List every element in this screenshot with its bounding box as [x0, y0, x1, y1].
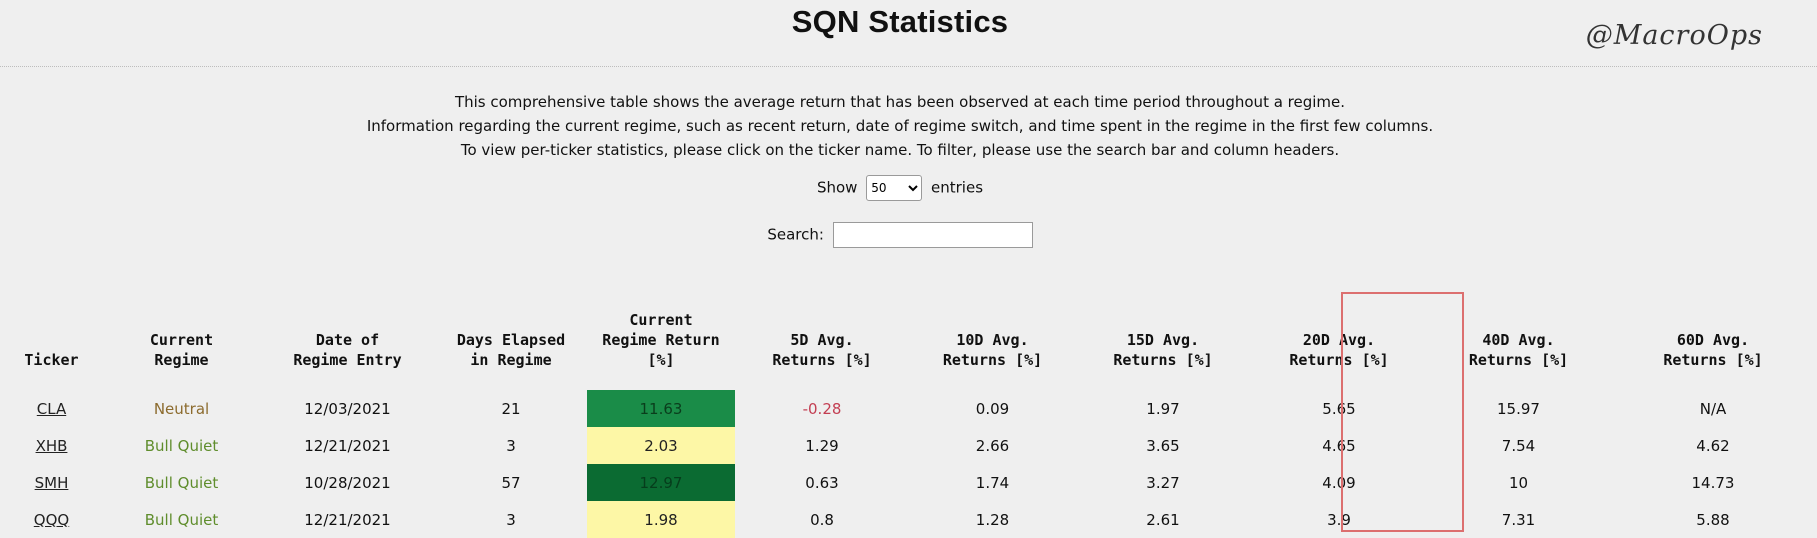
- regime-cell: Neutral: [153, 399, 210, 418]
- regime-cell: Bull Quiet: [144, 510, 219, 529]
- return-60d-cell: 5.88: [1696, 510, 1730, 529]
- table-row: CLA Neutral 12/03/2021 21 11.63 -0.28 0.…: [0, 390, 1817, 427]
- return-20d-cell: 4.65: [1322, 436, 1356, 455]
- column-header-regime-return[interactable]: Current Regime Return [%]: [602, 311, 720, 369]
- return-10d-cell: 0.09: [975, 399, 1010, 418]
- ticker-link[interactable]: QQQ: [33, 510, 70, 529]
- return-10d-cell: 1.28: [975, 510, 1010, 529]
- regime-cell: Bull Quiet: [144, 473, 219, 492]
- ticker-cell: XHB: [0, 427, 103, 464]
- return-15d-cell: 2.61: [1146, 510, 1180, 529]
- column-header-current-regime[interactable]: Current Regime: [149, 331, 214, 369]
- entries-label: entries: [931, 178, 984, 197]
- return-5d-cell: 1.29: [805, 436, 839, 455]
- regime-cell: Bull Quiet: [144, 436, 219, 455]
- page-header: SQN Statistics @MacroOps: [0, 0, 1817, 66]
- column-header-ticker[interactable]: Ticker: [24, 351, 79, 369]
- return-5d-cell: -0.28: [802, 399, 842, 418]
- entries-select[interactable]: 50: [866, 175, 923, 201]
- return-10d-cell: 2.66: [975, 436, 1010, 455]
- column-header-regime-entry-date[interactable]: Date of Regime Entry: [293, 331, 402, 369]
- column-header-60d-returns[interactable]: 60D Avg. Returns [%]: [1663, 331, 1763, 369]
- entry-date-cell: 12/03/2021: [304, 399, 391, 418]
- search-control: Search:: [0, 222, 1800, 248]
- regime-return-cell: 1.98: [587, 501, 735, 538]
- table-row: QQQ Bull Quiet 12/21/2021 3 1.98 0.8 1.2…: [0, 501, 1817, 538]
- description-line: Information regarding the current regime…: [366, 117, 1434, 135]
- search-label: Search:: [767, 225, 824, 244]
- return-60d-cell: 14.73: [1691, 473, 1735, 492]
- ticker-link[interactable]: XHB: [35, 436, 68, 455]
- return-20d-cell: 3.9: [1327, 510, 1351, 529]
- column-header-40d-returns[interactable]: 40D Avg. Returns [%]: [1468, 331, 1569, 369]
- return-60d-cell: N/A: [1699, 399, 1727, 418]
- return-20d-cell: 4.09: [1322, 473, 1356, 492]
- return-60d-cell: 4.62: [1696, 436, 1730, 455]
- table-row: SMH Bull Quiet 10/28/2021 57 12.97 0.63 …: [0, 464, 1817, 501]
- brand-watermark: @MacroOps: [1585, 20, 1763, 51]
- entry-date-cell: 10/28/2021: [304, 473, 391, 492]
- table-header-row: Ticker Current Regime Date of Regime Ent…: [0, 306, 1817, 390]
- days-elapsed-cell: 3: [506, 510, 516, 529]
- return-40d-cell: 7.31: [1501, 510, 1536, 529]
- return-5d-cell: 0.8: [810, 510, 834, 529]
- regime-return-cell: 2.03: [587, 427, 735, 464]
- sqn-statistics-table: Ticker Current Regime Date of Regime Ent…: [0, 306, 1817, 538]
- ticker-link[interactable]: CLA: [36, 399, 67, 418]
- header-divider: [0, 66, 1817, 67]
- return-15d-cell: 3.27: [1146, 473, 1180, 492]
- return-40d-cell: 10: [1508, 473, 1529, 492]
- return-40d-cell: 7.54: [1501, 436, 1536, 455]
- days-elapsed-cell: 21: [501, 399, 521, 418]
- return-15d-cell: 3.65: [1146, 436, 1180, 455]
- column-header-days-elapsed[interactable]: Days Elapsed in Regime: [456, 331, 566, 369]
- return-10d-cell: 1.74: [975, 473, 1010, 492]
- return-40d-cell: 15.97: [1497, 399, 1540, 418]
- return-5d-cell: 0.63: [805, 473, 839, 492]
- return-15d-cell: 1.97: [1146, 399, 1180, 418]
- ticker-link[interactable]: SMH: [34, 473, 69, 492]
- entry-date-cell: 12/21/2021: [304, 436, 391, 455]
- column-header-15d-returns[interactable]: 15D Avg. Returns [%]: [1113, 331, 1213, 369]
- ticker-cell: SMH: [0, 464, 103, 501]
- description-line: To view per-ticker statistics, please cl…: [460, 141, 1340, 159]
- ticker-cell: QQQ: [0, 501, 103, 538]
- table-row: XHB Bull Quiet 12/21/2021 3 2.03 1.29 2.…: [0, 427, 1817, 464]
- length-control: Show 50 entries: [0, 175, 1800, 201]
- days-elapsed-cell: 57: [501, 473, 521, 492]
- column-header-5d-returns[interactable]: 5D Avg. Returns [%]: [772, 331, 872, 369]
- regime-return-cell: 11.63: [587, 390, 735, 427]
- regime-return-cell: 12.97: [587, 464, 735, 501]
- ticker-cell: CLA: [0, 390, 103, 427]
- column-header-20d-returns[interactable]: 20D Avg. Returns [%]: [1289, 331, 1389, 369]
- description-line: This comprehensive table shows the avera…: [454, 93, 1346, 111]
- return-20d-cell: 5.65: [1322, 399, 1356, 418]
- table-description: This comprehensive table shows the avera…: [0, 90, 1800, 162]
- search-input[interactable]: [832, 222, 1033, 248]
- column-header-10d-returns[interactable]: 10D Avg. Returns [%]: [942, 331, 1043, 369]
- entry-date-cell: 12/21/2021: [304, 510, 391, 529]
- show-label: Show: [816, 178, 858, 197]
- days-elapsed-cell: 3: [506, 436, 516, 455]
- page-title: SQN Statistics: [791, 4, 1009, 39]
